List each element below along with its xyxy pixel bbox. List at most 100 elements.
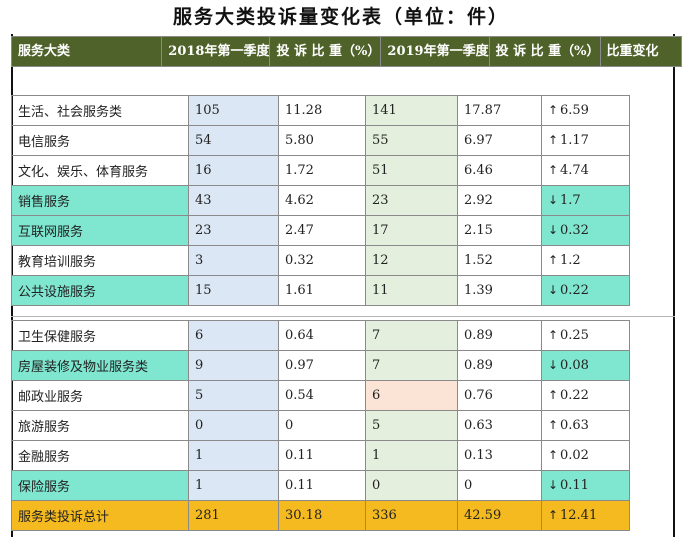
arrow-up-icon: ↑ — [548, 133, 559, 147]
q2018-cell: 5 — [188, 380, 279, 411]
share2018-cell: 1.72 — [278, 155, 366, 186]
q2018-cell: 16 — [188, 155, 279, 186]
arrow-up-icon: ↑ — [548, 103, 559, 117]
header-row: 服务大类 2018年第一季度 投 诉 比 重（%） 2019年第一季度 投 诉 … — [10, 36, 682, 67]
share2019-cell: 6.46 — [457, 155, 542, 186]
category-cell: 服务类投诉总计 — [11, 500, 189, 531]
q2018-cell: 281 — [188, 500, 279, 531]
arrow-up-icon: ↑ — [548, 448, 559, 462]
q2018-cell: 1 — [188, 440, 279, 471]
category-cell: 销售服务 — [11, 185, 189, 216]
share2018-cell: 30.18 — [278, 500, 366, 531]
table-row: 教育培训服务 3 0.32 12 1.52 ↑ 1.2 — [11, 245, 630, 276]
arrow-down-icon: ↓ — [548, 358, 559, 372]
table-row: 旅游服务 0 0 5 0.63 ↑ 0.63 — [11, 410, 630, 441]
category-cell: 电信服务 — [11, 125, 189, 156]
table-row: 保险服务 1 0.11 0 0 ↓ 0.11 — [11, 470, 630, 501]
change-cell: ↑ 1.17 — [541, 125, 630, 156]
share2018-cell: 11.28 — [278, 95, 366, 126]
q2019-cell: 23 — [365, 185, 458, 216]
header-q2018: 2018年第一季度 — [161, 36, 271, 67]
table-row: 金融服务 1 0.11 1 0.13 ↑ 0.02 — [11, 440, 630, 471]
change-cell: ↑ 6.59 — [541, 95, 630, 126]
change-cell: ↓ 0.11 — [541, 470, 630, 501]
change-value: 1.7 — [560, 193, 581, 208]
share2018-cell: 4.62 — [278, 185, 366, 216]
arrow-down-icon: ↓ — [548, 193, 559, 207]
category-cell: 教育培训服务 — [11, 245, 189, 276]
change-value: 12.41 — [560, 508, 598, 523]
q2019-cell: 12 — [365, 245, 458, 276]
table-row: 邮政业服务 5 0.54 6 0.76 ↑ 0.22 — [11, 380, 630, 411]
change-cell: ↑ 0.02 — [541, 440, 630, 471]
change-cell: ↑ 0.63 — [541, 410, 630, 441]
table-header: 服务大类 2018年第一季度 投 诉 比 重（%） 2019年第一季度 投 诉 … — [10, 36, 682, 67]
q2018-cell: 9 — [188, 350, 279, 381]
change-value: 0.02 — [560, 448, 589, 463]
change-value: 1.2 — [560, 253, 581, 268]
q2019-cell: 11 — [365, 275, 458, 306]
change-cell: ↑ 0.25 — [541, 320, 630, 351]
q2018-cell: 43 — [188, 185, 279, 216]
change-value: 1.17 — [560, 133, 589, 148]
change-cell: ↑ 0.22 — [541, 380, 630, 411]
table-row: 文化、娱乐、体育服务 16 1.72 51 6.46 ↑ 4.74 — [11, 155, 630, 186]
q2018-cell: 105 — [188, 95, 279, 126]
arrow-up-icon: ↑ — [548, 418, 559, 432]
q2018-cell: 15 — [188, 275, 279, 306]
change-value: 4.74 — [560, 163, 589, 178]
table-row: 卫生保健服务 6 0.64 7 0.89 ↑ 0.25 — [11, 320, 630, 351]
share2019-cell: 2.15 — [457, 215, 542, 246]
share2018-cell: 5.80 — [278, 125, 366, 156]
table-row: 生活、社会服务类 105 11.28 141 17.87 ↑ 6.59 — [11, 95, 630, 126]
category-cell: 公共设施服务 — [11, 275, 189, 306]
share2018-cell: 1.61 — [278, 275, 366, 306]
share2019-cell: 2.92 — [457, 185, 542, 216]
arrow-down-icon: ↓ — [548, 223, 559, 237]
category-cell: 金融服务 — [11, 440, 189, 471]
share2019-cell: 0.13 — [457, 440, 542, 471]
category-cell: 邮政业服务 — [11, 380, 189, 411]
table-row: 销售服务 43 4.62 23 2.92 ↓ 1.7 — [11, 185, 630, 216]
q2018-cell: 6 — [188, 320, 279, 351]
q2019-cell: 141 — [365, 95, 458, 126]
q2019-cell: 7 — [365, 350, 458, 381]
arrow-up-icon: ↑ — [548, 388, 559, 402]
share2019-cell: 0.89 — [457, 320, 542, 351]
q2019-cell: 5 — [365, 410, 458, 441]
share2018-cell: 0.97 — [278, 350, 366, 381]
q2019-cell: 17 — [365, 215, 458, 246]
share2018-cell: 0.32 — [278, 245, 366, 276]
arrow-up-icon: ↑ — [548, 163, 559, 177]
table-row: 房屋装修及物业服务类 9 0.97 7 0.89 ↓ 0.08 — [11, 350, 630, 381]
arrow-up-icon: ↑ — [548, 328, 559, 342]
q2018-cell: 54 — [188, 125, 279, 156]
q2019-cell: 55 — [365, 125, 458, 156]
share2019-cell: 0.76 — [457, 380, 542, 411]
header-change: 比重变化 — [599, 36, 682, 67]
change-cell: ↑ 1.2 — [541, 245, 630, 276]
share2018-cell: 0.11 — [278, 470, 366, 501]
arrow-down-icon: ↓ — [548, 283, 559, 297]
change-cell: ↓ 0.32 — [541, 215, 630, 246]
share2018-cell: 0.64 — [278, 320, 366, 351]
change-cell: ↑ 4.74 — [541, 155, 630, 186]
category-cell: 旅游服务 — [11, 410, 189, 441]
change-value: 6.59 — [560, 103, 589, 118]
change-cell: ↓ 0.22 — [541, 275, 630, 306]
q2019-cell: 0 — [365, 470, 458, 501]
table-body-bottom: 卫生保健服务 6 0.64 7 0.89 ↑ 0.25 房屋装修及物业服务类 9 0.97 7 0.8… — [11, 320, 630, 531]
change-value: 0.22 — [560, 388, 589, 403]
q2018-cell: 1 — [188, 470, 279, 501]
total-row: 服务类投诉总计 281 30.18 336 42.59 ↑ 12.41 — [11, 500, 630, 531]
category-cell: 生活、社会服务类 — [11, 95, 189, 126]
header-share2018: 投 诉 比 重（%） — [269, 36, 382, 67]
table-row: 电信服务 54 5.80 55 6.97 ↑ 1.17 — [11, 125, 630, 156]
share2018-cell: 0.11 — [278, 440, 366, 471]
change-value: 0.11 — [560, 478, 589, 493]
share2019-cell: 6.97 — [457, 125, 542, 156]
header-share2019: 投 诉 比 重（%） — [488, 36, 601, 67]
divider-line — [11, 316, 675, 317]
category-cell: 互联网服务 — [11, 215, 189, 246]
table-row: 互联网服务 23 2.47 17 2.15 ↓ 0.32 — [11, 215, 630, 246]
